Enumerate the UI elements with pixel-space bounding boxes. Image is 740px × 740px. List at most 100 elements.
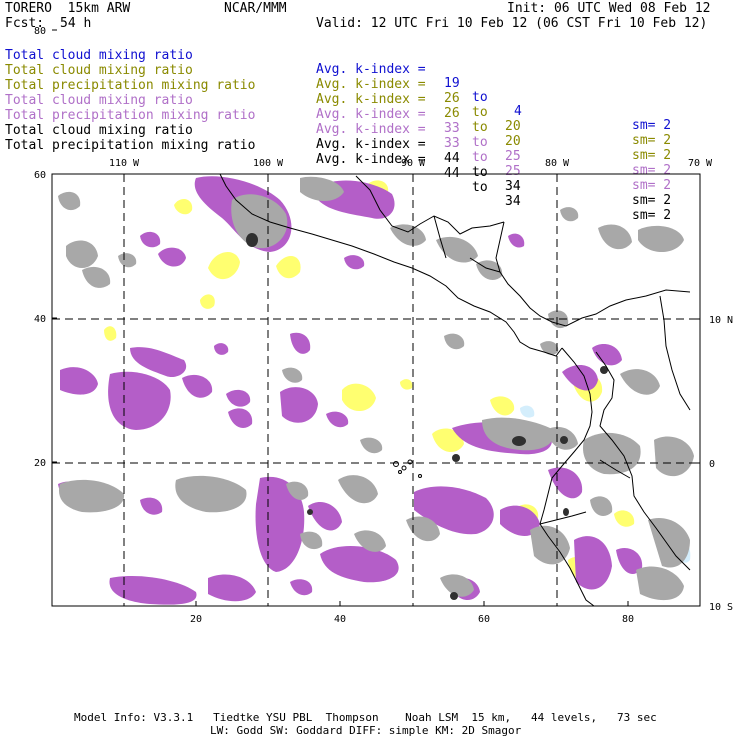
- field-blob: [654, 436, 694, 477]
- field-blob: [436, 236, 478, 263]
- field-blob: [58, 479, 125, 513]
- field-blob: [140, 497, 163, 515]
- longitude-label: 80 W: [545, 158, 570, 169]
- legend-to: to: [472, 180, 488, 195]
- field-core: [560, 436, 568, 444]
- coastline-mexico-central-america: [219, 173, 563, 357]
- legend-row: Total precipitation mixing ratio Avg. k-…: [0, 65, 671, 177]
- x-tick-label: 60: [478, 614, 490, 625]
- field-blob: [400, 379, 413, 390]
- field-blob: [326, 411, 349, 428]
- model-title: TORERO 15km ARW: [5, 1, 131, 16]
- field-blob: [290, 332, 311, 354]
- island: [401, 465, 407, 471]
- field-blob: [200, 294, 215, 309]
- legend-to-value: 25: [505, 164, 521, 179]
- field-blob: [560, 207, 579, 222]
- longitude-labels: 110 W 100 W 90 W 80 W 70 W: [109, 158, 713, 179]
- field-core: [452, 454, 460, 462]
- x-tick-label: 20: [190, 614, 202, 625]
- field-blob: [280, 387, 318, 423]
- field-blob: [344, 255, 365, 270]
- field-blob: [616, 548, 643, 574]
- legend-to-value: 4: [514, 104, 522, 119]
- field-blob: [140, 231, 161, 248]
- legend-sm: sm= 2: [632, 133, 672, 148]
- field-blob: [598, 224, 632, 250]
- legend-to: to: [472, 105, 488, 120]
- legend-avg: Avg. k-index =: [316, 122, 426, 137]
- legend-row: Total cloud mixing ratio Avg. k-index = …: [0, 80, 671, 192]
- field-blob: [574, 536, 612, 590]
- x-tick-label: 80: [622, 614, 634, 625]
- field-blob: [118, 253, 137, 268]
- galapagos-islands: [393, 459, 422, 478]
- forecast-hour: 54 h: [60, 16, 92, 31]
- field-blob: [300, 176, 344, 201]
- field-blob: [290, 579, 313, 596]
- legend-from: 44: [444, 151, 460, 166]
- legend-from: 33: [444, 136, 460, 151]
- field-blob: [109, 575, 197, 605]
- field-blob: [182, 374, 213, 398]
- field-blob: [130, 347, 187, 378]
- latlon-grid: [52, 174, 700, 606]
- legend-field: Total cloud mixing ratio: [5, 63, 193, 78]
- legend-avg: Avg. k-index =: [316, 107, 426, 122]
- field-blob: [82, 266, 111, 288]
- dark-cores: [246, 233, 608, 600]
- valid-time: Valid: 12 UTC Fri 10 Feb 12 (06 CST Fri …: [316, 16, 708, 31]
- field-blob: [520, 405, 535, 418]
- legend-avg: Avg. k-index =: [316, 137, 426, 152]
- latitude-label: 10 N: [709, 315, 733, 326]
- border-line: [433, 215, 447, 259]
- field-blob: [354, 530, 386, 552]
- legend-from: 26: [444, 106, 460, 121]
- longitude-label: 70 W: [688, 158, 713, 169]
- legend-sm: sm= 2: [632, 208, 672, 223]
- field-core: [600, 366, 608, 374]
- field-blob: [648, 518, 690, 568]
- field-core: [307, 509, 313, 515]
- field-blob: [174, 198, 193, 215]
- legend-sm: sm= 2: [632, 178, 672, 193]
- field-blob: [476, 260, 503, 280]
- field-blob: [308, 501, 342, 531]
- y-axis-ticks: 20406080100120140160180200220: [34, 26, 57, 469]
- field-blob: [104, 326, 117, 341]
- legend-sm: sm= 2: [632, 118, 672, 133]
- coastline-caribbean: [495, 221, 691, 327]
- legend-row: Total cloud mixing ratio Avg. k-index = …: [0, 50, 671, 162]
- field-blob: [158, 247, 186, 267]
- field-core: [450, 592, 458, 600]
- field-blob: [320, 546, 399, 583]
- latitude-label: 0: [709, 459, 715, 470]
- field-core: [246, 233, 258, 247]
- field-blob: [490, 396, 515, 416]
- field-blob: [286, 481, 309, 500]
- legend-from: 19: [444, 76, 460, 91]
- legend-to: to: [472, 135, 488, 150]
- legend-avg: Avg. k-index =: [316, 92, 426, 107]
- field-blob: [582, 432, 641, 475]
- legend-row: Total precipitation mixing ratio Avg. k-…: [0, 95, 671, 207]
- legend-row: Total cloud mixing ratio Avg. k-index = …: [0, 35, 671, 147]
- x-tick-label: 40: [334, 614, 346, 625]
- legend-from: 33: [444, 121, 460, 136]
- y-tick-label: 20: [34, 458, 46, 469]
- field-blob: [360, 437, 383, 454]
- legend-from: 26: [444, 91, 460, 106]
- legend-field: Total precipitation mixing ratio: [5, 78, 256, 93]
- field-blob: [208, 574, 256, 602]
- field-blob: [214, 343, 229, 355]
- forecast-label: Fcst:: [5, 16, 45, 31]
- field-blob: [228, 408, 253, 428]
- field-blob: [444, 333, 465, 350]
- field-blob: [636, 566, 684, 601]
- map-frame: [51, 173, 701, 607]
- field-blob: [540, 341, 559, 355]
- field-blob: [432, 428, 464, 453]
- field-blob: [108, 371, 171, 430]
- init-time: Init: 06 UTC Wed 08 Feb 12: [507, 1, 711, 16]
